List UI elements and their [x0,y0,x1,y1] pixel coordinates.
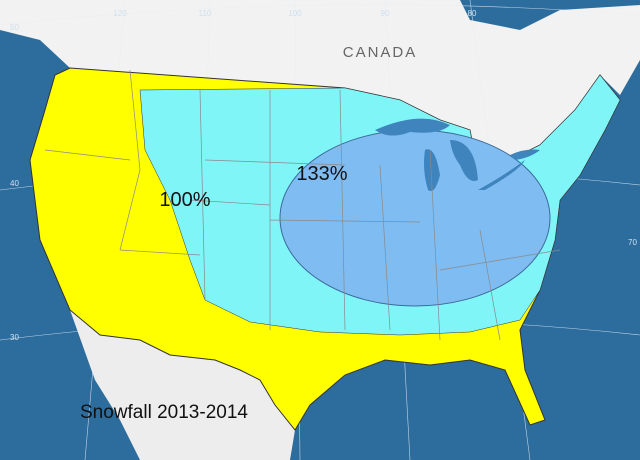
region-label: 133% [296,163,347,185]
latitude-label: 50 [10,23,19,32]
latitude-label: 70 [628,238,637,247]
longitude-label: 100 [288,9,302,18]
longitude-label: 80 [468,9,477,18]
canada [0,0,640,185]
great-lakes [375,118,540,191]
region-label: 100% [159,189,210,211]
latitude-label: 30 [10,333,19,342]
region-133 [279,129,551,307]
state-lines [44,69,561,341]
latitude-label: 40 [10,179,19,188]
mexico [70,310,295,460]
longitude-label: 110 [199,9,212,18]
map-title: Snowfall 2013-2014 [80,402,248,423]
country-label: CANADA [343,44,418,61]
longitude-label: 90 [381,9,390,18]
longitude-label: 120 [113,9,127,18]
